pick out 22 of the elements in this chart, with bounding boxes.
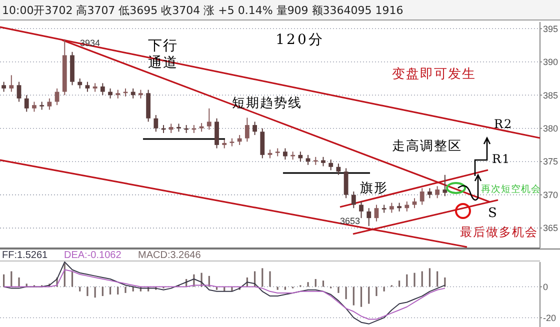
y-tick-label: 380: [543, 124, 558, 134]
annotation: 变盘即可发生: [392, 67, 476, 82]
y-tick-label: 365: [543, 223, 558, 234]
y-tick-label: 0: [543, 282, 548, 292]
y-tick-label: 395: [543, 24, 558, 34]
annotation: 走高调整区: [392, 138, 462, 154]
y-tick-label: -20: [543, 312, 556, 323]
y-tick-label: 370: [543, 190, 558, 200]
y-tick-label: 385: [543, 90, 558, 100]
annotation: R2: [494, 117, 513, 131]
annotation: 旗形: [360, 181, 388, 196]
text: 120分: [276, 32, 324, 48]
series-label: MACD:3.2646: [138, 250, 202, 261]
y-tick-label: 375: [543, 156, 558, 167]
series-label: FF:1.5261: [2, 250, 48, 261]
annotation: 3653: [340, 216, 360, 226]
series-label: DEA:-0.1062: [64, 250, 122, 261]
y-tick-label: 390: [543, 57, 558, 68]
annotation: 最后做多机会: [460, 225, 538, 239]
annotation: R1: [492, 152, 511, 166]
chart-subtitle: 10:00开3702 高3707 低3695 收3704 涨 +5 0.14% 量909 额3364095 1916: [2, 4, 404, 17]
annotation: S: [488, 206, 498, 221]
